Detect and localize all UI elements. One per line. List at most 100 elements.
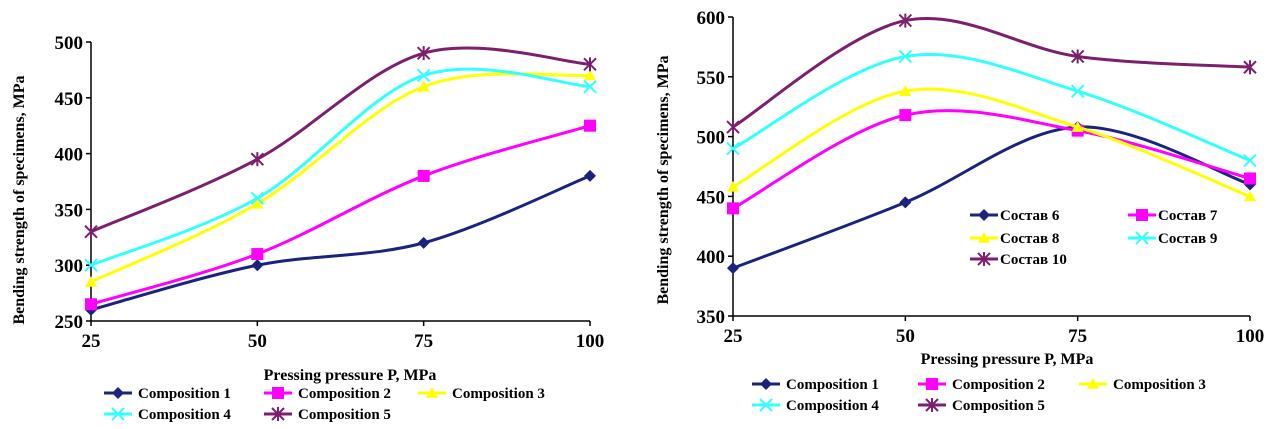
- legend-symbol-marker: [111, 407, 125, 421]
- data-point: [250, 191, 265, 205]
- y-tick-label: 600: [697, 8, 726, 29]
- series-line: [90, 174, 591, 312]
- legend-symbol-marker: [272, 387, 284, 399]
- series-line: [732, 16, 1251, 129]
- x-tick-label: 75: [414, 331, 433, 352]
- x-axis-label: Pressing pressure P, MPa: [264, 367, 437, 384]
- series-4: [726, 49, 1257, 168]
- data-point: [899, 196, 912, 209]
- legend-symbol-marker: [112, 387, 124, 399]
- data-point: [251, 248, 264, 261]
- legend-label: Composition 1: [786, 377, 879, 393]
- y-tick-label: 400: [55, 145, 84, 166]
- inner-legend-symbol-marker: [978, 209, 990, 221]
- series-line: [732, 109, 1251, 210]
- series-line: [732, 125, 1251, 270]
- inner-legend-symbol-marker: [978, 232, 990, 243]
- series-line: [90, 67, 591, 267]
- legend-symbol-marker: [426, 387, 438, 398]
- data-point: [584, 169, 596, 182]
- inner-legend-label: Состав 9: [1158, 231, 1217, 247]
- data-point: [1244, 172, 1256, 185]
- legend-item: Composition 5: [918, 398, 1045, 414]
- data-point: [85, 275, 97, 287]
- series-line: [90, 72, 591, 284]
- x-tick-label: 100: [576, 331, 605, 352]
- inner-legend-item: Состав 10: [970, 252, 1067, 268]
- legend-label: Composition 2: [952, 377, 1045, 393]
- data-point: [1244, 190, 1256, 202]
- x-tick-label: 75: [1068, 326, 1087, 347]
- x-tick-label: 25: [724, 326, 743, 347]
- legend-symbol-marker: [760, 378, 772, 390]
- inner-legend-symbol-marker: [977, 252, 991, 266]
- data-point: [726, 120, 740, 135]
- legend-symbol-marker: [1087, 378, 1099, 389]
- data-point: [583, 57, 597, 72]
- legend-label: Composition 4: [138, 407, 231, 423]
- legend-item: Composition 3: [418, 386, 545, 402]
- data-point: [251, 259, 264, 272]
- data-point: [1071, 121, 1084, 132]
- legend-item: Composition 4: [104, 407, 231, 423]
- inner-legend-label: Состав 8: [1000, 231, 1059, 247]
- y-tick-label: 450: [55, 89, 84, 110]
- y-tick-label: 400: [697, 247, 726, 268]
- legend-item: Composition 2: [264, 386, 391, 402]
- y-axis-label: Bending strength of specimens, MPa: [11, 75, 28, 324]
- legend-symbol-marker: [926, 378, 938, 390]
- chart-2: 350 400 450 500 550 600 25 50 75 100 Pressing pres…: [655, 8, 1264, 414]
- data-point: [726, 141, 740, 156]
- data-point: [727, 202, 739, 215]
- inner-legend-item: Состав 6: [970, 208, 1060, 224]
- data-point: [899, 109, 912, 122]
- y-tick-label: 350: [55, 200, 84, 221]
- y-tick-label: 550: [697, 68, 726, 89]
- x-tick-label: 50: [896, 326, 915, 347]
- data-point: [584, 119, 596, 132]
- data-point: [250, 152, 265, 167]
- series-line: [732, 52, 1251, 162]
- legend: Composition 1 Composition 2 Composition 3 C…: [104, 386, 545, 423]
- data-point: [899, 85, 912, 96]
- inner-legend-label: Состав 7: [1158, 208, 1218, 224]
- y-tick-label: 250: [55, 312, 84, 333]
- y-tick-label: 450: [697, 187, 726, 208]
- data-point: [584, 69, 596, 81]
- legend-label: Composition 5: [298, 407, 391, 423]
- series-4: [84, 67, 597, 272]
- legend-item: Composition 4: [752, 398, 879, 414]
- data-point: [416, 68, 431, 83]
- series-line: [90, 124, 591, 306]
- legend-label: Composition 5: [952, 398, 1045, 414]
- data-point: [84, 224, 98, 239]
- series-1: [727, 121, 1256, 275]
- legend-label: Composition 2: [298, 386, 391, 402]
- data-point: [251, 197, 264, 209]
- legend-item: Composition 1: [752, 377, 879, 393]
- legend-item: Composition 2: [918, 377, 1045, 393]
- y-axis-label: Bending strength of specimens, MPa: [655, 55, 672, 304]
- inner-legend-symbol-marker: [1135, 231, 1149, 245]
- data-point: [1070, 49, 1085, 64]
- legend-label: Composition 1: [138, 386, 231, 402]
- data-point: [417, 236, 430, 249]
- series-1: [85, 169, 596, 316]
- data-point: [727, 180, 739, 192]
- series-2: [85, 119, 596, 311]
- y-tick-label: 300: [55, 256, 84, 277]
- data-point: [85, 298, 97, 311]
- inner-legend: Состав 6 Состав 7 Состав 8 Состав 9 Состав 1…: [970, 208, 1218, 268]
- data-point: [583, 79, 597, 94]
- legend: Composition 1 Composition 2 Composition 3 C…: [752, 377, 1206, 414]
- legend-item: Composition 5: [264, 407, 391, 423]
- inner-legend-label: Состав 6: [1000, 208, 1060, 224]
- series-2: [727, 109, 1256, 215]
- inner-legend-label: Состав 10: [1000, 252, 1067, 268]
- data-point: [727, 262, 739, 275]
- data-point: [1243, 60, 1257, 75]
- y-tick-label: 500: [697, 128, 726, 149]
- x-tick-label: 100: [1236, 326, 1265, 347]
- legend-symbol-marker: [271, 407, 285, 421]
